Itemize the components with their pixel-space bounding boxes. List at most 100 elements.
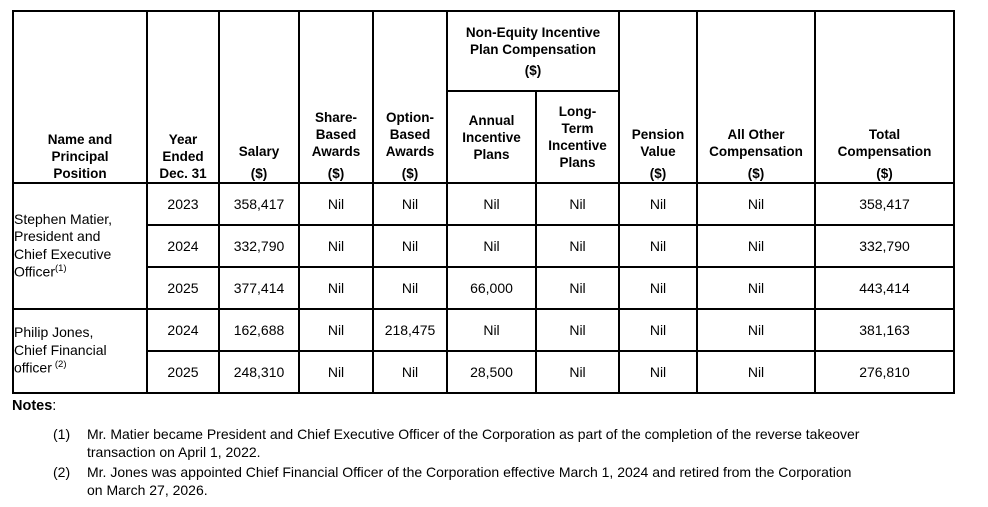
table-row: Philip Jones, Chief Financial officer (2)… (12, 308, 955, 394)
annual-incentive-cell: 66,000 (446, 266, 537, 310)
col-header-name-position: Name and Principal Position (12, 10, 148, 184)
option-based-cell: 218,475 (372, 308, 448, 352)
pension-cell: Nil (618, 350, 698, 394)
all-other-cell: Nil (696, 224, 816, 268)
note-marker: (1) (53, 426, 71, 442)
notes-title-colon: : (52, 398, 57, 414)
salary-cell: 358,417 (218, 182, 300, 226)
header-label: Salary (238, 144, 280, 159)
col-header-salary: Salary ($) (218, 10, 300, 184)
option-based-cell: Nil (372, 266, 448, 310)
year-cell: 2024 (146, 308, 220, 352)
header-unit: ($) (327, 166, 345, 181)
option-based-cell: Nil (372, 224, 448, 268)
executive-name: Philip Jones, Chief Financial officer (14, 324, 107, 377)
header-unit: ($) (250, 166, 268, 181)
salary-cell: 332,790 (218, 224, 300, 268)
all-other-cell: Nil (696, 182, 816, 226)
all-other-cell: Nil (696, 308, 816, 352)
salary-cell: 377,414 (218, 266, 300, 310)
col-header-pension: Pension Value ($) (618, 10, 698, 184)
long-term-incentive-cell: Nil (535, 224, 620, 268)
col-header-all-other: All Other Compensation ($) (696, 10, 816, 184)
notes-section: Notes: (1) Mr. Matier became President a… (12, 398, 976, 501)
share-based-cell: Nil (298, 350, 374, 394)
notes-title-text: Notes (12, 398, 53, 414)
header-label: Year Ended Dec. 31 (159, 132, 207, 181)
header-unit: ($) (524, 62, 542, 78)
long-term-incentive-cell: Nil (535, 308, 620, 352)
all-other-cell: Nil (696, 350, 816, 394)
footnote-marker: (1) (54, 263, 67, 275)
total-cell: 443,414 (814, 266, 955, 310)
table-row: 2025 377,414 Nil Nil 66,000 Nil Nil Nil … (13, 266, 955, 310)
col-header-year: Year Ended Dec. 31 (146, 10, 220, 184)
header-label: Annual Incentive Plans (462, 112, 521, 162)
share-based-cell: Nil (298, 308, 374, 352)
footnote-marker: (2) (54, 359, 67, 371)
pension-cell: Nil (618, 266, 698, 310)
total-cell: 381,163 (814, 308, 955, 352)
col-header-total: Total Compensation ($) (814, 10, 955, 184)
executive-name: Stephen Matier, President and Chief Exec… (14, 210, 113, 280)
col-header-option-based: Option- Based Awards ($) (372, 10, 448, 184)
header-label: Pension Value (631, 127, 685, 159)
notes-heading: Notes: (12, 398, 976, 414)
executive-name-cell: Stephen Matier, President and Chief Exec… (12, 182, 148, 310)
total-cell: 276,810 (814, 350, 955, 394)
year-cell: 2023 (146, 182, 220, 226)
header-unit: ($) (401, 166, 419, 181)
col-header-non-equity-group: Non-Equity Incentive Plan Compensation (… (446, 10, 620, 92)
header-unit: ($) (747, 166, 765, 181)
total-cell: 358,417 (814, 182, 955, 226)
salary-cell: 162,688 (218, 308, 300, 352)
col-header-annual-incentive: Annual Incentive Plans (446, 90, 537, 184)
pension-cell: Nil (618, 182, 698, 226)
table-row: 2025 248,310 Nil Nil 28,500 Nil Nil Nil … (13, 350, 955, 394)
pension-cell: Nil (618, 224, 698, 268)
share-based-cell: Nil (298, 266, 374, 310)
notes-list: (1) Mr. Matier became President and Chie… (12, 425, 976, 500)
year-cell: 2024 (146, 224, 220, 268)
header-unit: ($) (876, 166, 893, 181)
note-text: Mr. Matier became President and Chief Ex… (87, 426, 860, 461)
long-term-incentive-cell: Nil (535, 182, 620, 226)
summary-compensation-table: Name and Principal Position Year Ended D… (12, 10, 955, 394)
share-based-cell: Nil (298, 224, 374, 268)
col-header-long-term-incentive: Long- Term Incentive Plans (535, 90, 620, 184)
long-term-incentive-cell: Nil (535, 350, 620, 394)
share-based-cell: Nil (298, 182, 374, 226)
col-header-share-based: Share- Based Awards ($) (298, 10, 374, 184)
executive-name-cell: Philip Jones, Chief Financial officer (2) (12, 308, 148, 394)
annual-incentive-cell: Nil (446, 182, 537, 226)
header-unit: ($) (649, 166, 667, 181)
list-item: (1) Mr. Matier became President and Chie… (12, 425, 976, 462)
header-label: Share- Based Awards (311, 110, 361, 159)
table-row: 2024 332,790 Nil Nil Nil Nil Nil Nil 332… (13, 224, 955, 268)
note-marker: (2) (53, 463, 71, 480)
total-cell: 332,790 (814, 224, 955, 268)
year-cell: 2025 (146, 350, 220, 394)
annual-incentive-cell: 28,500 (446, 350, 537, 394)
pension-cell: Nil (618, 308, 698, 352)
long-term-incentive-cell: Nil (535, 266, 620, 310)
salary-cell: 248,310 (218, 350, 300, 394)
table-row: Stephen Matier, President and Chief Exec… (12, 182, 955, 310)
header-label: Non-Equity Incentive Plan Compensation (465, 24, 601, 57)
header-label: Long- Term Incentive Plans (548, 104, 607, 170)
header-label: Total Compensation (837, 127, 932, 159)
header-row-group: Name and Principal Position Year Ended D… (12, 10, 955, 184)
header-row-sub: Annual Incentive Plans Long- Term Incent… (13, 90, 954, 184)
annual-incentive-cell: Nil (446, 308, 537, 352)
annual-incentive-cell: Nil (446, 224, 537, 268)
header-label: Option- Based Awards (385, 110, 435, 159)
all-other-cell: Nil (696, 266, 816, 310)
option-based-cell: Nil (372, 182, 448, 226)
header-label: All Other Compensation (709, 127, 803, 159)
header-label: Name and Principal Position (47, 132, 113, 181)
note-text: Mr. Jones was appointed Chief Financial … (87, 463, 852, 499)
option-based-cell: Nil (372, 350, 448, 394)
year-cell: 2025 (146, 266, 220, 310)
list-item: (2) Mr. Jones was appointed Chief Financ… (12, 463, 976, 500)
